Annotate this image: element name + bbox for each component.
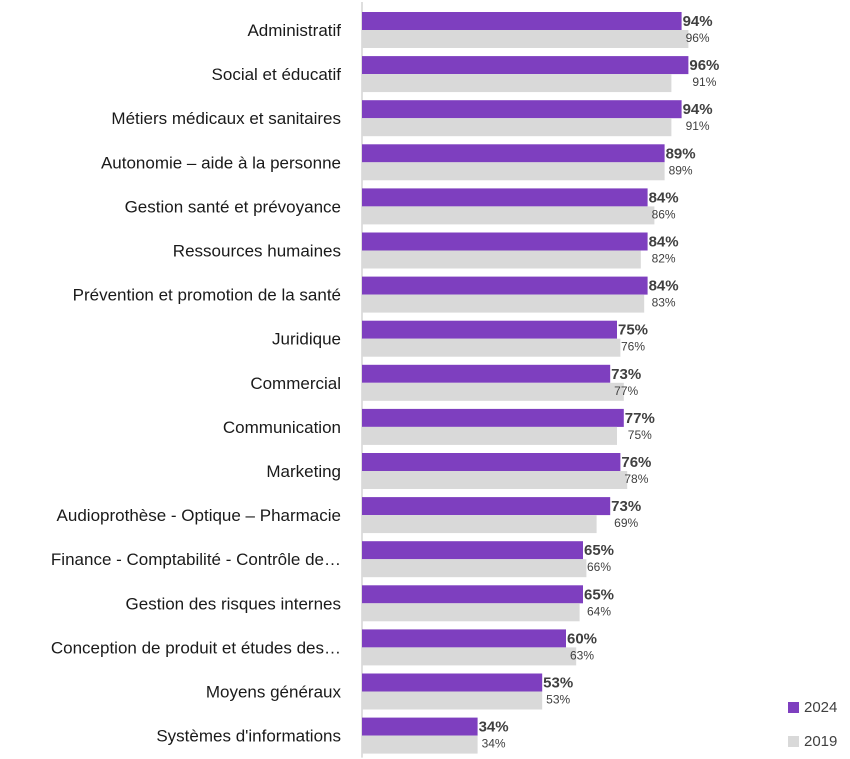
- category-label: Administratif: [247, 21, 341, 40]
- data-label-2019: 34%: [482, 737, 506, 751]
- bar-2019-3: [362, 162, 665, 181]
- bar-2024-13: [362, 585, 583, 604]
- bar-2019-2: [362, 118, 672, 137]
- data-label-2024: 89%: [666, 145, 696, 162]
- data-label-2024: 76%: [621, 454, 651, 471]
- bar-2019-6: [362, 294, 645, 313]
- bar-2024-6: [362, 276, 648, 295]
- legend: 2024 2019: [788, 699, 837, 750]
- category-label: Gestion santé et prévoyance: [125, 197, 341, 216]
- data-label-2024: 65%: [584, 542, 614, 559]
- data-label-2024: 53%: [543, 675, 573, 692]
- data-label-2024: 75%: [618, 322, 648, 339]
- data-label-2024: 84%: [649, 189, 679, 206]
- bar-2024-1: [362, 56, 689, 75]
- data-label-2019: 66%: [587, 560, 611, 574]
- category-label: Finance - Comptabilité - Contrôle de…: [51, 550, 341, 569]
- category-label: Systèmes d'informations: [156, 727, 341, 746]
- data-label-2024: 65%: [584, 586, 614, 603]
- data-label-2024: 73%: [611, 498, 641, 515]
- bar-2019-10: [362, 471, 628, 489]
- bar-2024-7: [362, 320, 617, 339]
- bar-2024-9: [362, 408, 624, 427]
- data-label-2024: 84%: [649, 278, 679, 295]
- bar-2019-14: [362, 647, 577, 666]
- legend-swatch-2019: [788, 736, 799, 747]
- bar-2019-12: [362, 559, 587, 578]
- data-label-2019: 63%: [570, 648, 594, 662]
- bar-2019-9: [362, 426, 617, 445]
- data-label-2019: 76%: [621, 340, 645, 354]
- data-label-2024: 84%: [649, 234, 679, 251]
- bar-2019-7: [362, 338, 621, 357]
- bar-2019-8: [362, 382, 624, 401]
- data-label-2024: 77%: [625, 410, 655, 427]
- bar-2019-11: [362, 515, 597, 534]
- data-label-2024: 60%: [567, 630, 597, 647]
- data-label-2019: 91%: [686, 119, 710, 133]
- category-label: Audioprothèse - Optique – Pharmacie: [57, 506, 341, 525]
- bar-2019-1: [362, 74, 672, 93]
- bar-2024-4: [362, 188, 648, 207]
- data-label-2024: 94%: [683, 101, 713, 118]
- data-label-2019: 69%: [614, 516, 638, 530]
- category-label: Social et éducatif: [212, 65, 342, 84]
- data-label-2019: 83%: [652, 296, 676, 310]
- data-label-2024: 73%: [611, 366, 641, 383]
- bar-2024-0: [362, 12, 682, 30]
- bar-2024-8: [362, 364, 611, 383]
- data-label-2024: 94%: [683, 13, 713, 30]
- legend-label: 2024: [804, 699, 837, 716]
- category-label: Marketing: [266, 462, 341, 481]
- bar-2019-5: [362, 250, 641, 269]
- labels-layer: Administratif 94%96%Social et éducatif 96%…: [51, 13, 720, 751]
- data-label-2024: 96%: [689, 57, 719, 74]
- bar-2024-16: [362, 717, 478, 736]
- data-label-2019: 53%: [546, 693, 570, 707]
- data-label-2019: 91%: [692, 75, 716, 89]
- bar-2024-5: [362, 232, 648, 251]
- category-label: Autonomie – aide à la personne: [101, 153, 341, 172]
- data-label-2019: 75%: [628, 428, 652, 442]
- bar-2019-15: [362, 691, 543, 710]
- bar-2019-13: [362, 603, 580, 622]
- legend-label: 2019: [804, 733, 837, 750]
- legend-swatch-2024: [788, 702, 799, 713]
- bar-2024-3: [362, 144, 665, 163]
- bar-2019-4: [362, 206, 655, 225]
- data-label-2019: 77%: [614, 384, 638, 398]
- category-label: Communication: [223, 418, 341, 437]
- data-label-2019: 89%: [669, 163, 693, 177]
- data-label-2019: 96%: [686, 31, 710, 45]
- bar-2024-12: [362, 541, 583, 560]
- category-label: Gestion des risques internes: [126, 594, 341, 613]
- bars-layer: [362, 12, 689, 754]
- category-label: Commercial: [250, 374, 341, 393]
- bar-2024-2: [362, 100, 682, 119]
- category-label: Conception de produit et études des…: [51, 638, 341, 657]
- data-label-2019: 64%: [587, 604, 611, 618]
- data-label-2024: 34%: [479, 719, 509, 736]
- category-label: Prévention et promotion de la santé: [73, 286, 341, 305]
- bar-2024-11: [362, 497, 611, 516]
- category-label: Métiers médicaux et sanitaires: [111, 109, 341, 128]
- data-label-2019: 86%: [652, 207, 676, 221]
- bar-2024-14: [362, 629, 566, 648]
- data-label-2019: 82%: [652, 252, 676, 266]
- category-label: Juridique: [272, 330, 341, 349]
- bar-2024-15: [362, 673, 543, 692]
- category-label: Moyens généraux: [206, 683, 342, 702]
- category-label: Ressources humaines: [173, 242, 341, 261]
- data-label-2019: 78%: [624, 472, 648, 486]
- bar-2019-0: [362, 30, 689, 48]
- bar-2019-16: [362, 735, 478, 754]
- bar-2024-10: [362, 453, 621, 471]
